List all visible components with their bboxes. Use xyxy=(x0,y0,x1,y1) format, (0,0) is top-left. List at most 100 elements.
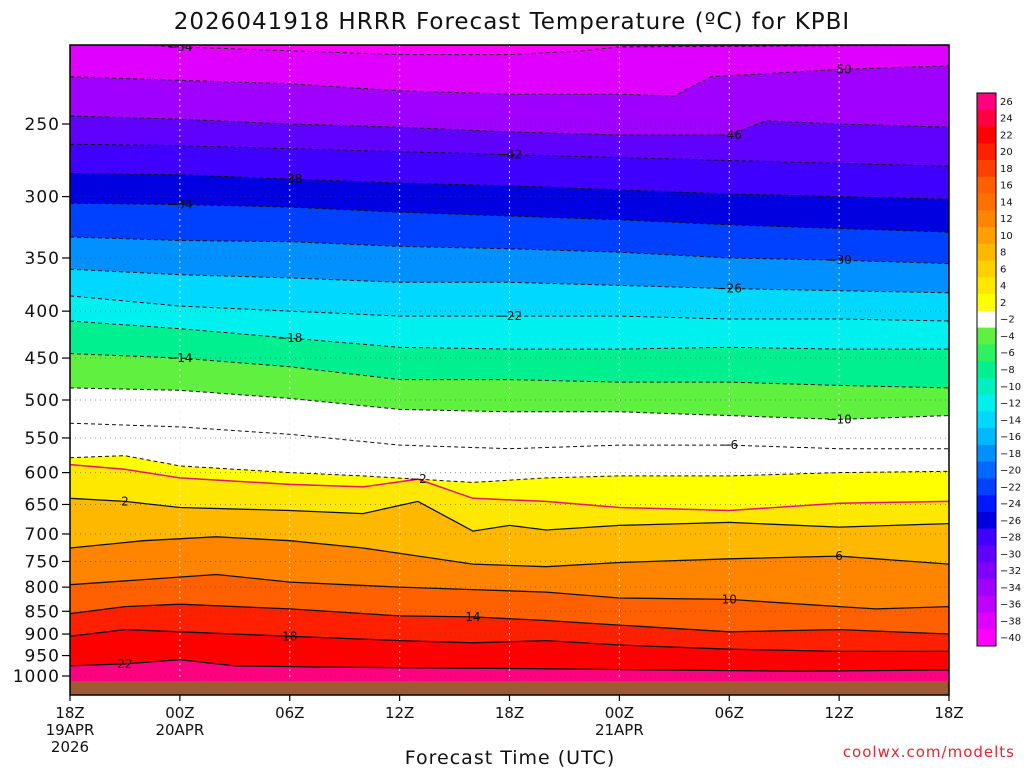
colorbar-swatch xyxy=(977,562,996,580)
contour-label: −54 xyxy=(167,40,192,54)
contour-label: 22 xyxy=(117,657,132,671)
colorbar-swatch xyxy=(977,126,996,144)
credit-text: coolwx.com/modelts xyxy=(843,743,1015,761)
colorbar-swatch xyxy=(977,344,996,362)
chart-title: 2026041918 HRRR Forecast Temperature (ºC… xyxy=(174,9,850,35)
colorbar-label: −10 xyxy=(1000,382,1021,393)
colorbar-label: 6 xyxy=(1000,264,1006,275)
contour-line xyxy=(70,536,949,568)
x-tick-label: 00Z xyxy=(605,704,634,722)
colorbar-label: −26 xyxy=(1000,516,1021,527)
contour-label: −26 xyxy=(717,282,742,296)
contour-line xyxy=(70,573,949,610)
colorbar-swatch xyxy=(977,176,996,195)
y-tick-label: 350 xyxy=(25,249,60,269)
y-tick-label: 600 xyxy=(25,464,60,484)
colorbar-label: −14 xyxy=(1000,415,1021,426)
colorbar-swatch xyxy=(977,612,996,630)
colorbar-swatch xyxy=(977,93,996,111)
colorbar-label: −30 xyxy=(1000,549,1021,560)
colorbar-swatch xyxy=(977,377,996,396)
y-tick-label: 900 xyxy=(25,625,60,645)
colorbar-swatch xyxy=(977,327,996,345)
y-tick-label: 550 xyxy=(25,429,60,449)
ground-surface xyxy=(70,681,949,695)
x-tick-label: 18Z xyxy=(495,704,524,722)
x-tick-label: 00Z xyxy=(165,704,194,722)
contour-line xyxy=(70,295,949,322)
x-tick-label: 18Z xyxy=(55,704,84,722)
contour-line xyxy=(70,659,949,672)
x-tick-label: 21APR xyxy=(595,721,644,739)
colorbar-label: −12 xyxy=(1000,399,1021,410)
y-tick-label: 450 xyxy=(25,349,60,369)
colorbar-label: 26 xyxy=(1000,97,1013,108)
colorbar-swatch xyxy=(977,595,996,613)
colorbar-swatch xyxy=(977,444,996,463)
colorbar-label: −4 xyxy=(1000,331,1015,342)
colorbar-swatch xyxy=(977,243,996,262)
contour-line xyxy=(70,455,949,483)
colorbar-swatch xyxy=(977,394,996,412)
colorbar-label: 24 xyxy=(1000,114,1013,125)
contour-line xyxy=(70,115,949,136)
colorbar-label: 14 xyxy=(1000,197,1013,208)
y-tick-label: 850 xyxy=(25,602,60,622)
contour-line xyxy=(70,603,949,635)
colorbar-swatch xyxy=(977,361,996,379)
contour-line xyxy=(70,463,949,512)
contour-label: −42 xyxy=(497,148,522,162)
x-tick-label: 12Z xyxy=(385,704,414,722)
colorbar-label: −20 xyxy=(1000,466,1021,477)
contour-line xyxy=(134,45,949,56)
colorbar-swatch xyxy=(977,495,996,513)
colorbar-swatch xyxy=(977,260,996,278)
contour-label: −34 xyxy=(167,197,192,211)
colorbar-swatch xyxy=(977,210,996,228)
colorbar-label: −24 xyxy=(1000,499,1021,510)
contour-label: −14 xyxy=(167,351,192,365)
colorbar-label: −38 xyxy=(1000,616,1021,627)
x-tick-label: 19APR xyxy=(46,721,95,739)
x-tick-label: 18Z xyxy=(934,704,963,722)
colorbar-swatch xyxy=(977,545,996,563)
x-tick-label: 2026 xyxy=(51,738,89,756)
colorbar-label: 20 xyxy=(1000,147,1013,158)
colorbar-swatch xyxy=(977,428,996,446)
x-tick-label: 06Z xyxy=(275,704,304,722)
y-tick-label: 950 xyxy=(25,647,60,667)
contour-line xyxy=(70,65,949,97)
colorbar-swatch xyxy=(977,578,996,597)
contour-line xyxy=(70,628,949,653)
contour-label: −6 xyxy=(720,438,738,452)
x-tick-label: 20APR xyxy=(155,721,204,739)
colorbar-swatch xyxy=(977,461,996,479)
y-tick-label: 800 xyxy=(25,578,60,598)
contour-label: 14 xyxy=(465,610,480,624)
colorbar-swatch xyxy=(977,511,996,530)
contour-label: 18 xyxy=(282,629,297,643)
colorbar-label: −22 xyxy=(1000,482,1021,493)
colorbar-frame xyxy=(976,92,997,647)
y-tick-label: 250 xyxy=(25,115,60,135)
y-tick-label: 650 xyxy=(25,495,60,515)
y-tick-label: 700 xyxy=(25,525,60,545)
colorbar-swatch xyxy=(977,160,996,178)
x-tick-label: 06Z xyxy=(715,704,744,722)
contour-label: 2 xyxy=(121,494,129,508)
colorbar-swatch xyxy=(977,528,996,546)
colorbar-label: −36 xyxy=(1000,600,1021,611)
y-tick-label: 1000 xyxy=(13,667,60,687)
colorbar-label: 22 xyxy=(1000,130,1013,141)
colorbar-label: 18 xyxy=(1000,164,1013,175)
y-tick-label: 300 xyxy=(25,188,60,208)
contour-line xyxy=(70,497,949,532)
colorbar-swatch xyxy=(977,294,996,312)
colorbar-swatch xyxy=(977,227,996,245)
colorbar-label: 16 xyxy=(1000,181,1013,192)
x-axis-label: Forecast Time (UTC) xyxy=(405,747,615,768)
colorbar-label: −40 xyxy=(1000,633,1021,644)
contour-label: −2 xyxy=(409,472,427,486)
colorbar-swatch xyxy=(977,310,996,329)
